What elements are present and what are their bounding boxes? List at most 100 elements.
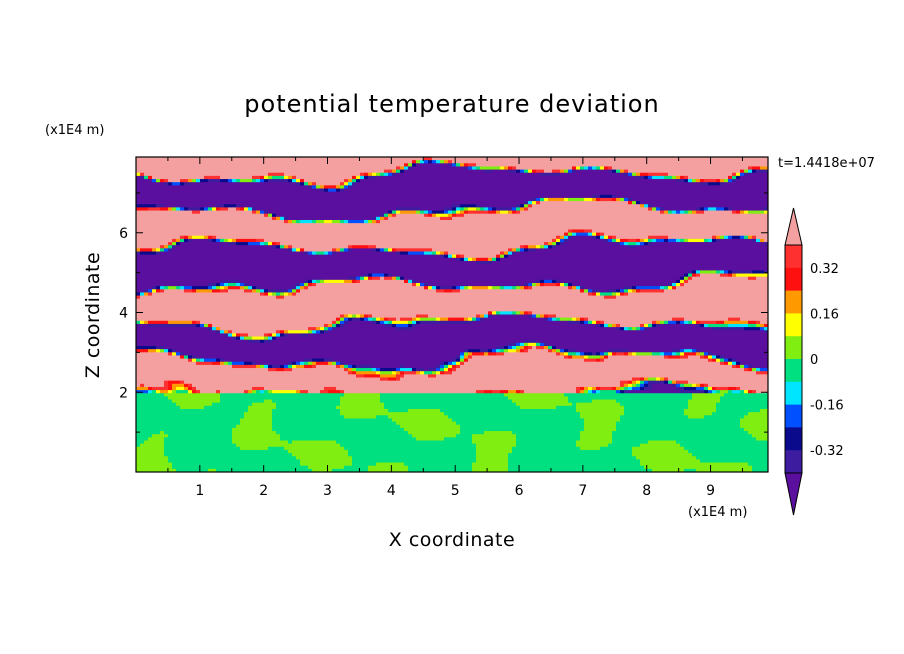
contour-cell [272,163,277,168]
contour-cell [384,166,389,171]
contour-cell [392,172,397,177]
contour-cell [592,172,597,177]
contour-cell [696,175,701,180]
contour-cell [344,163,349,168]
contour-cell [628,172,633,177]
contour-cell [436,172,441,177]
contour-cell [664,166,669,171]
contour-cell [288,163,293,168]
contour-cell [552,169,557,174]
contour-cell [164,160,169,164]
contour-cell [480,172,485,177]
contour-cell [160,172,165,177]
contour-cell [480,169,485,174]
contour-cell [344,160,349,164]
contour-cell [608,160,613,164]
contour-cell [320,157,325,161]
contour-cell [512,163,517,168]
contour-cell [560,157,565,161]
contour-cell [524,166,529,171]
contour-cell [524,157,529,161]
contour-cell [672,160,677,164]
contour-cell [704,172,709,177]
contour-cell [724,169,729,174]
contour-cell [140,166,145,171]
contour-cell [240,175,245,180]
contour-cell [392,160,397,164]
contour-cell [372,166,377,171]
contour-cell [616,172,621,177]
contour-cell [516,160,521,164]
contour-cell [216,169,221,174]
contour-cell [400,160,405,164]
contour-cell [620,163,625,168]
contour-cell [176,157,181,161]
contour-cell [656,157,661,161]
contour-cell [404,166,409,171]
contour-cell [432,163,437,168]
contour-cell [612,175,617,180]
contour-cell [600,172,605,177]
contour-cell [464,163,469,168]
contour-cell [380,169,385,174]
contour-cell [592,169,597,174]
contour-cell [628,157,633,161]
contour-cell [232,166,237,171]
contour-cell [196,172,201,177]
contour-cell [564,169,569,174]
contour-cell [528,157,533,161]
contour-cell [588,166,593,171]
contour-cell [168,175,173,180]
contour-cell [200,175,205,180]
contour-cell [736,175,741,180]
contour-cell [284,160,289,164]
contour-cell [164,169,169,174]
contour-cell [148,172,153,177]
contour-cell [388,166,393,171]
contour-cell [456,160,461,164]
contour-cell [324,169,329,174]
contour-cell [672,157,677,161]
contour-cell [712,172,717,177]
contour-cell [212,166,217,171]
contour-cell [548,175,553,180]
contour-cell [252,163,257,168]
contour-cell [484,160,489,164]
contour-cell [600,166,605,171]
contour-cell [428,160,433,164]
contour-cell [396,160,401,164]
contour-cell [380,160,385,164]
contour-cell [640,160,645,164]
contour-cell [640,163,645,168]
contour-cell [200,166,205,171]
contour-cell [384,160,389,164]
contour-cell [756,172,761,177]
contour-cell [500,166,505,171]
contour-cell [752,160,757,164]
contour-cell [452,166,457,171]
contour-cell [332,172,337,177]
contour-cell [392,157,397,161]
contour-cell [344,175,349,180]
contour-cell [572,166,577,171]
contour-cell [680,157,685,161]
contour-cell [148,175,153,180]
contour-cell [508,175,513,180]
contour-cell [496,169,501,174]
contour-cell [488,160,493,164]
contour-cell [568,172,573,177]
contour-cell [324,166,329,171]
contour-cell [444,175,449,180]
contour-cell [224,179,229,183]
contour-cell [528,160,533,164]
contour-cell [552,163,557,168]
contour-cell [376,157,381,161]
contour-cell [324,160,329,164]
contour-cell [416,169,421,174]
contour-cell [340,160,345,164]
contour-cell [144,179,149,183]
contour-cell [444,160,449,164]
contour-cell [436,175,441,180]
contour-cell [348,175,353,180]
contour-cell [500,172,505,177]
